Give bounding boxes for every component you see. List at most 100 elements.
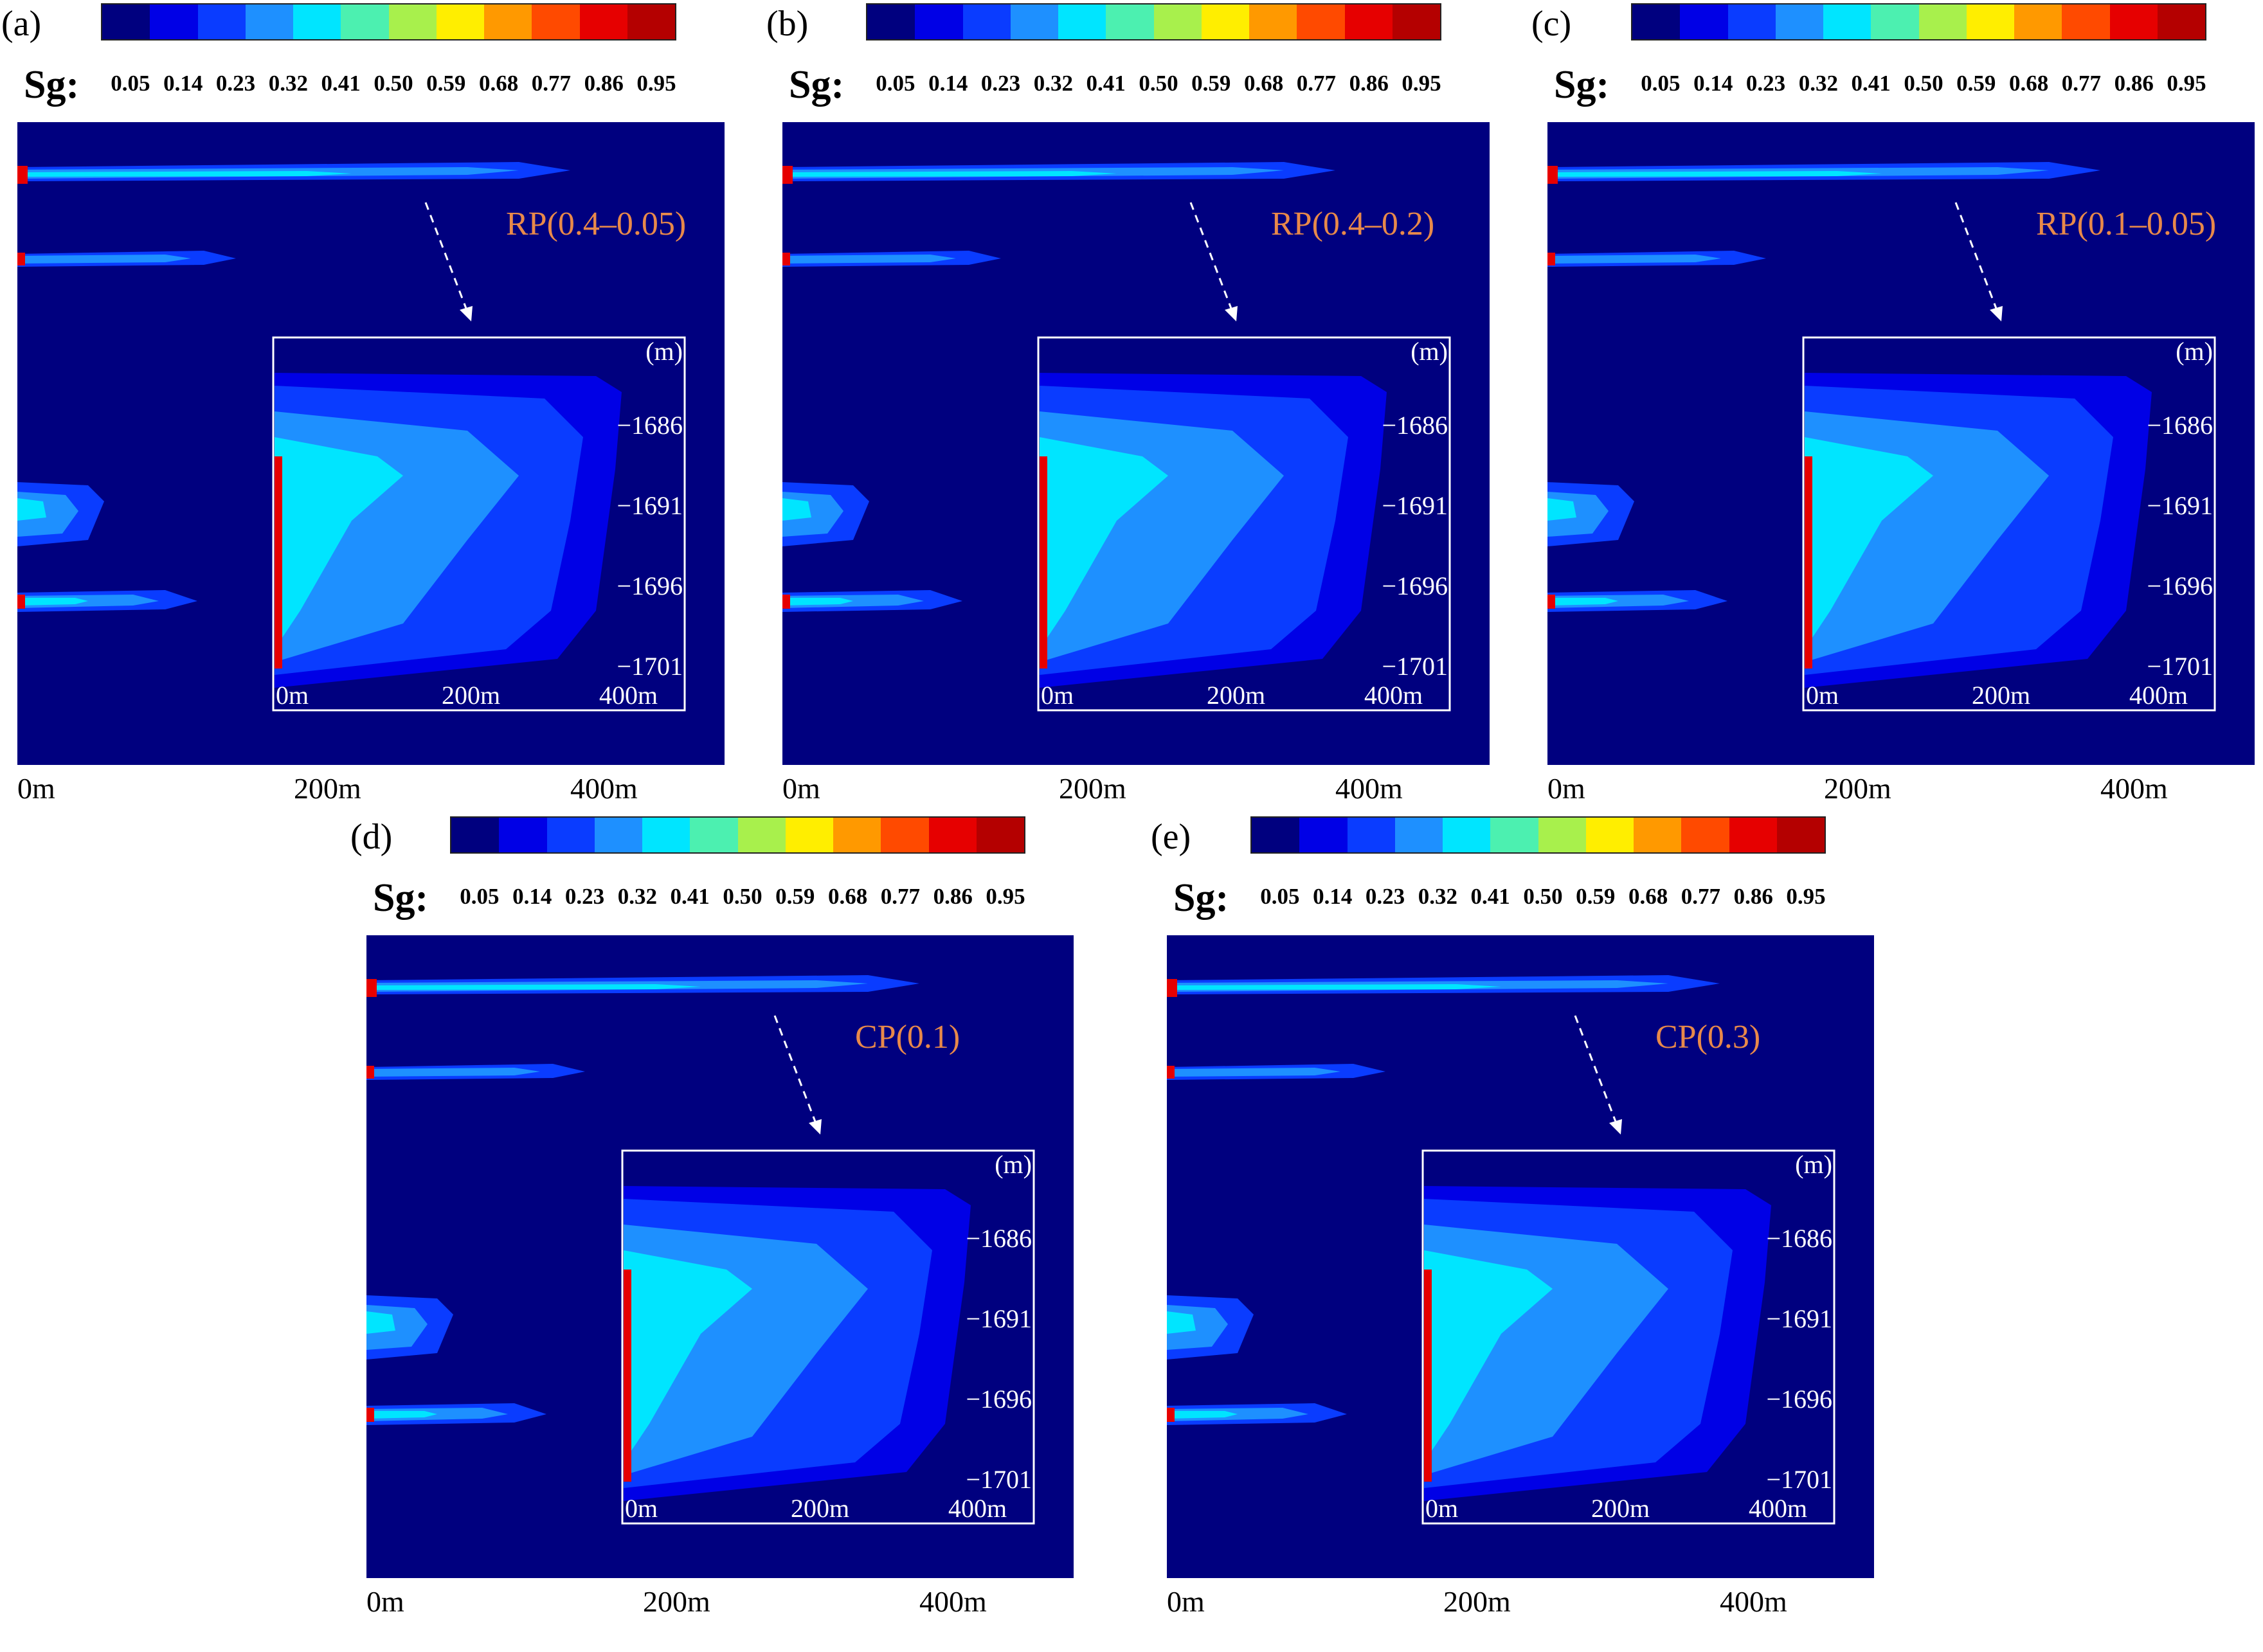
simulation-panel-e: (e) Sg: 0.05 0.14 0.23 0.32 0.41 0.50 0.59 0.68… (1151, 816, 1877, 1652)
gas-plume-1 (1167, 975, 1720, 997)
colorbar (101, 3, 676, 40)
x-tick: 400m (570, 772, 638, 805)
colorbar-label: Sg: (789, 63, 845, 107)
x-tick: 200m (1824, 772, 1891, 805)
colorbar-tick: 0.68 (478, 71, 519, 96)
colorbar-tick: 0.14 (512, 884, 552, 909)
colorbar-tick: 0.23 (1745, 71, 1786, 96)
x-tick: 0m (1547, 772, 1585, 805)
inset-unit: (m) (2176, 337, 2213, 366)
inset-y-tick: −1686 (2147, 411, 2213, 440)
gas-plume-3 (17, 482, 104, 546)
colorbar-segment (833, 818, 881, 852)
colorbar-segment (484, 4, 532, 39)
colorbar-segment (388, 4, 437, 39)
inset-y-tick: −1701 (966, 1465, 1032, 1494)
colorbar-segment (976, 818, 1024, 852)
colorbar-segment (293, 4, 341, 39)
x-tick: 0m (782, 772, 820, 805)
colorbar-tick: 0.23 (564, 884, 605, 909)
model-label: RP(0.4–0.2) (1271, 206, 1434, 242)
inset-unit: (m) (1795, 1150, 1832, 1179)
panel-label: (d) (350, 817, 393, 857)
colorbar-tick: 0.95 (986, 884, 1025, 909)
colorbar-segment (341, 4, 389, 39)
colorbar-tick: 0.77 (1296, 71, 1337, 96)
colorbar-tick: 0.05 (460, 884, 500, 909)
colorbar-label: Sg: (373, 876, 429, 920)
zoom-arrowhead (460, 306, 473, 321)
colorbar-tick: 0.59 (426, 71, 466, 96)
colorbar-tick: 0.77 (531, 71, 572, 96)
colorbar-segment (2157, 4, 2205, 39)
colorbar-segment (1918, 4, 1967, 39)
colorbar-segment (1201, 4, 1249, 39)
colorbar-segment (1681, 818, 1729, 852)
inset-y-tick: −1701 (617, 652, 683, 681)
colorbar-label: Sg: (1554, 63, 1610, 107)
colorbar-tick: 0.14 (1693, 71, 1733, 96)
inset-y-tick: −1701 (1382, 652, 1448, 681)
gas-plume-2 (17, 251, 236, 267)
gas-plume-1 (1547, 162, 2100, 184)
x-tick: 0m (366, 1585, 404, 1618)
gas-plume-4 (1167, 1403, 1347, 1425)
colorbar-tick: 0.68 (2008, 71, 2049, 96)
colorbar-tick: 0.41 (1086, 71, 1126, 96)
colorbar-segment (1538, 818, 1586, 852)
zoom-arrowhead (1609, 1119, 1622, 1135)
x-tick: 200m (1443, 1585, 1511, 1618)
gas-plume-3 (1167, 1295, 1254, 1360)
zoom-arrow (1954, 202, 1999, 312)
gas-plume-4 (366, 1403, 546, 1425)
gas-plume-1 (782, 162, 1335, 184)
x-tick: 0m (17, 772, 55, 805)
colorbar-segment (1106, 4, 1154, 39)
colorbar-segment (150, 4, 198, 39)
inset-y-tick: −1696 (2147, 571, 2213, 600)
gas-plume-3 (782, 482, 869, 546)
colorbar-tick: 0.41 (1470, 884, 1510, 909)
simulation-panel-d: (d) Sg: 0.05 0.14 0.23 0.32 0.41 0.50 0.59 0.68… (350, 816, 1077, 1652)
colorbar-segment (690, 818, 738, 852)
saturation-plot: RP(0.4–0.2) (m) −1686 −1691 −1696 −1701 … (782, 122, 1490, 765)
colorbar-segment (1010, 4, 1058, 39)
colorbar-segment (737, 818, 786, 852)
colorbar-ticks: 0.05 0.14 0.23 0.32 0.41 0.50 0.59 0.68 0.77 0.86… (869, 71, 1448, 96)
colorbar-segment (245, 4, 293, 39)
colorbar-segment (1585, 818, 1634, 852)
colorbar-segment (785, 818, 833, 852)
colorbar-ticks: 0.05 0.14 0.23 0.32 0.41 0.50 0.59 0.68 0.77 0.86… (1634, 71, 2213, 96)
simulation-panel-c: (c) Sg: 0.05 0.14 0.23 0.32 0.41 0.50 0.59 0.68… (1531, 3, 2258, 839)
colorbar-segment (1776, 818, 1825, 852)
x-tick: 400m (2100, 772, 2168, 805)
inset-x-tick: 200m (1207, 681, 1265, 710)
colorbar-ticks: 0.05 0.14 0.23 0.32 0.41 0.50 0.59 0.68 0.77 0.86… (1254, 884, 1832, 910)
colorbar-segment (1871, 4, 1919, 39)
colorbar-ticks: 0.05 0.14 0.23 0.32 0.41 0.50 0.59 0.68 0.77 0.86… (104, 71, 683, 96)
colorbar-segment (1299, 818, 1348, 852)
colorbar-segment (1634, 818, 1682, 852)
inset-zoom: (m) −1686 −1691 −1696 −1701 0m 200m 400m (272, 336, 686, 712)
gas-plume-2 (366, 1064, 585, 1080)
inset-y-tick: −1696 (1766, 1385, 1832, 1414)
zoom-arrow (1574, 1015, 1618, 1126)
colorbar-segment (1153, 4, 1202, 39)
gas-plume-2 (782, 251, 1001, 267)
inset-y-tick: −1686 (1766, 1224, 1832, 1253)
inset-x-tick: 0m (1041, 681, 1074, 710)
colorbar-tick: 0.50 (723, 884, 762, 909)
colorbar-tick: 0.23 (215, 71, 256, 96)
colorbar-segment (1392, 4, 1440, 39)
colorbar-tick: 0.32 (1033, 71, 1073, 96)
inset-frame (1421, 1149, 1835, 1525)
colorbar-tick: 0.50 (374, 71, 413, 96)
inset-y-tick: −1691 (966, 1304, 1032, 1333)
colorbar-tick: 0.50 (1904, 71, 1943, 96)
colorbar-segment (1347, 818, 1395, 852)
inset-frame (1037, 336, 1451, 712)
zoom-arrow (773, 1015, 818, 1126)
colorbar-tick: 0.14 (928, 71, 968, 96)
inset-x-tick: 200m (1591, 1494, 1650, 1523)
model-label: CP(0.3) (1655, 1019, 1760, 1055)
